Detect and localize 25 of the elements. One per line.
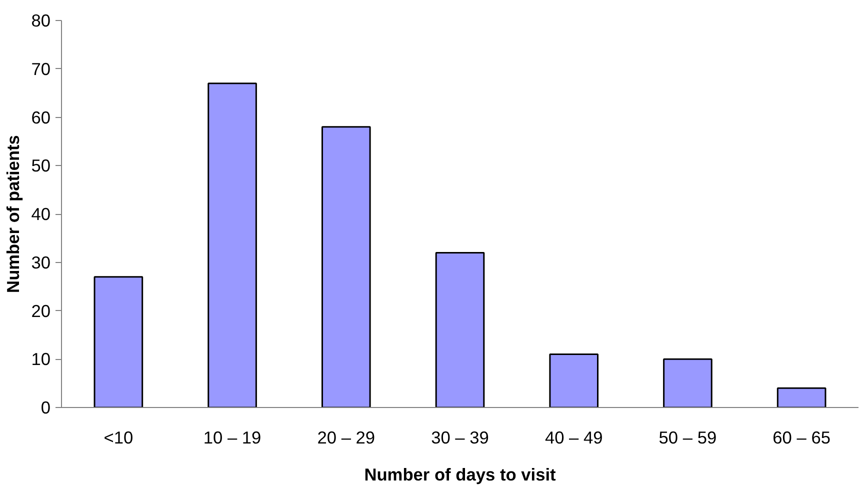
y-tick-label: 60: [31, 107, 51, 128]
y-tick-label: 20: [31, 300, 51, 321]
y-tick-label: 40: [31, 204, 51, 224]
x-tick-label: 30 – 39: [431, 428, 489, 448]
x-tick-label: 50 – 59: [658, 428, 717, 448]
bar: [435, 252, 485, 408]
x-axis-title: Number of days to visit: [364, 464, 556, 484]
x-tick-label: 10 – 19: [203, 428, 262, 448]
y-tick-label: 10: [31, 349, 51, 370]
bar: [663, 358, 712, 408]
y-tick-label: 50: [31, 156, 51, 176]
bar: [208, 82, 257, 408]
bar: [776, 387, 826, 408]
bar: [321, 126, 371, 408]
y-axis-title: Number of patients: [3, 135, 24, 293]
bar: [549, 354, 599, 408]
x-tick-label: 40 – 49: [544, 428, 603, 448]
x-tick-label: <10: [104, 428, 134, 448]
x-tick-label: 20 – 29: [317, 428, 376, 448]
x-tick-label: 60 – 65: [772, 428, 830, 448]
y-tick-label: 70: [31, 58, 51, 79]
y-tick-label: 30: [31, 252, 51, 272]
y-tick-label: 80: [31, 10, 51, 30]
y-tick-label: 0: [40, 398, 51, 418]
bar: [94, 276, 144, 408]
